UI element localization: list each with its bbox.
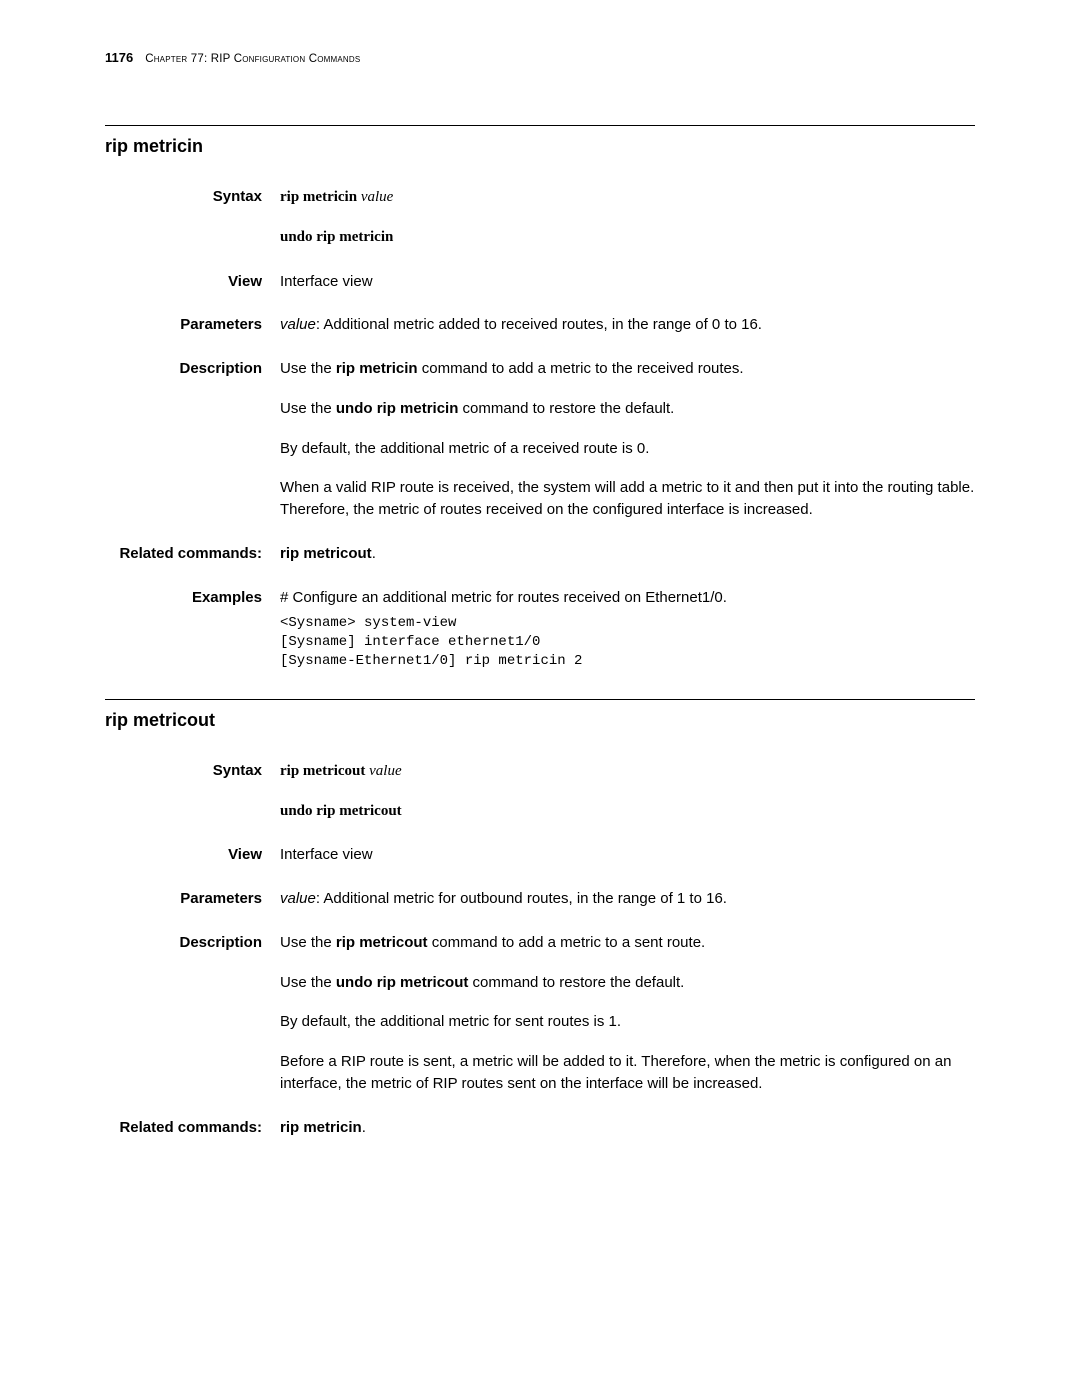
description-row: Description Use the rip metricin command…: [105, 358, 975, 521]
syntax-command: rip metricout value: [280, 761, 975, 783]
undo-text: undo rip metricout: [280, 803, 402, 819]
description-row: Description Use the rip metricout comman…: [105, 932, 975, 1095]
parameters-row: Parameters value: Additional metric adde…: [105, 314, 975, 336]
section-title: rip metricout: [105, 710, 975, 731]
related-bold: rip metricout: [280, 545, 372, 562]
p1-post: command to add a metric to the received …: [418, 360, 744, 377]
parameters-label: Parameters: [105, 316, 280, 333]
syntax-undo: undo rip metricin: [280, 227, 975, 249]
syntax-row: Syntax rip metricout value undo rip metr…: [105, 761, 975, 823]
cli-block: <Sysname> system-view [Sysname] interfac…: [280, 614, 975, 671]
undo-text: undo rip metricin: [280, 229, 393, 245]
description-label: Description: [105, 360, 280, 377]
parameters-label: Parameters: [105, 890, 280, 907]
p1-bold: rip metricout: [336, 934, 428, 951]
related-post: .: [362, 1119, 366, 1136]
syntax-undo: undo rip metricout: [280, 801, 975, 823]
view-content: Interface view: [280, 271, 975, 293]
p2-pre: Use the: [280, 400, 336, 417]
related-content: rip metricin.: [280, 1117, 975, 1139]
desc-p1: Use the rip metricout command to add a m…: [280, 932, 975, 954]
syntax-label: Syntax: [105, 762, 280, 779]
section-rule: [105, 125, 975, 126]
param-desc: : Additional metric for outbound routes,…: [316, 890, 727, 907]
cmd-italic: value: [369, 763, 401, 779]
p1-bold: rip metricin: [336, 360, 418, 377]
section-rule: [105, 699, 975, 700]
p2-bold: undo rip metricout: [336, 974, 469, 991]
examples-label: Examples: [105, 589, 280, 606]
related-row: Related commands: rip metricin.: [105, 1117, 975, 1139]
p2-pre: Use the: [280, 974, 336, 991]
param-name: value: [280, 316, 316, 333]
parameters-content: value: Additional metric for outbound ro…: [280, 888, 975, 910]
related-content: rip metricout.: [280, 543, 975, 565]
parameters-row: Parameters value: Additional metric for …: [105, 888, 975, 910]
p2-post: command to restore the default.: [458, 400, 674, 417]
desc-p4: Before a RIP route is sent, a metric wil…: [280, 1051, 975, 1095]
section-title: rip metricin: [105, 136, 975, 157]
page-container: 1176 Chapter 77: RIP Configuration Comma…: [0, 0, 1080, 1210]
view-content: Interface view: [280, 844, 975, 866]
view-row: View Interface view: [105, 844, 975, 866]
view-label: View: [105, 273, 280, 290]
description-content: Use the rip metricout command to add a m…: [280, 932, 975, 1095]
desc-p2: Use the undo rip metricout command to re…: [280, 972, 975, 994]
syntax-label: Syntax: [105, 188, 280, 205]
p2-bold: undo rip metricin: [336, 400, 459, 417]
syntax-content: rip metricin value undo rip metricin: [280, 187, 975, 249]
related-label: Related commands:: [105, 545, 280, 562]
cmd-bold: rip metricin: [280, 189, 357, 205]
description-label: Description: [105, 934, 280, 951]
description-content: Use the rip metricin command to add a me…: [280, 358, 975, 521]
examples-row: Examples # Configure an additional metri…: [105, 587, 975, 671]
cmd-italic: value: [361, 189, 393, 205]
cmd-bold: rip metricout: [280, 763, 365, 779]
p1-pre: Use the: [280, 360, 336, 377]
view-row: View Interface view: [105, 271, 975, 293]
page-number: 1176: [105, 50, 133, 65]
param-desc: : Additional metric added to received ro…: [316, 316, 762, 333]
p2-post: command to restore the default.: [468, 974, 684, 991]
related-label: Related commands:: [105, 1119, 280, 1136]
param-name: value: [280, 890, 316, 907]
view-label: View: [105, 846, 280, 863]
syntax-row: Syntax rip metricin value undo rip metri…: [105, 187, 975, 249]
p1-pre: Use the: [280, 934, 336, 951]
parameters-content: value: Additional metric added to receiv…: [280, 314, 975, 336]
desc-p2: Use the undo rip metricin command to res…: [280, 398, 975, 420]
related-bold: rip metricin: [280, 1119, 362, 1136]
chapter-title: Chapter 77: RIP Configuration Commands: [145, 53, 360, 65]
syntax-command: rip metricin value: [280, 187, 975, 209]
syntax-content: rip metricout value undo rip metricout: [280, 761, 975, 823]
related-row: Related commands: rip metricout.: [105, 543, 975, 565]
desc-p4: When a valid RIP route is received, the …: [280, 477, 975, 521]
page-header: 1176 Chapter 77: RIP Configuration Comma…: [105, 50, 975, 65]
examples-content: # Configure an additional metric for rou…: [280, 587, 975, 671]
desc-p3: By default, the additional metric for se…: [280, 1011, 975, 1033]
desc-p3: By default, the additional metric of a r…: [280, 438, 975, 460]
desc-p1: Use the rip metricin command to add a me…: [280, 358, 975, 380]
example-intro: # Configure an additional metric for rou…: [280, 589, 727, 606]
p1-post: command to add a metric to a sent route.: [428, 934, 706, 951]
related-post: .: [372, 545, 376, 562]
